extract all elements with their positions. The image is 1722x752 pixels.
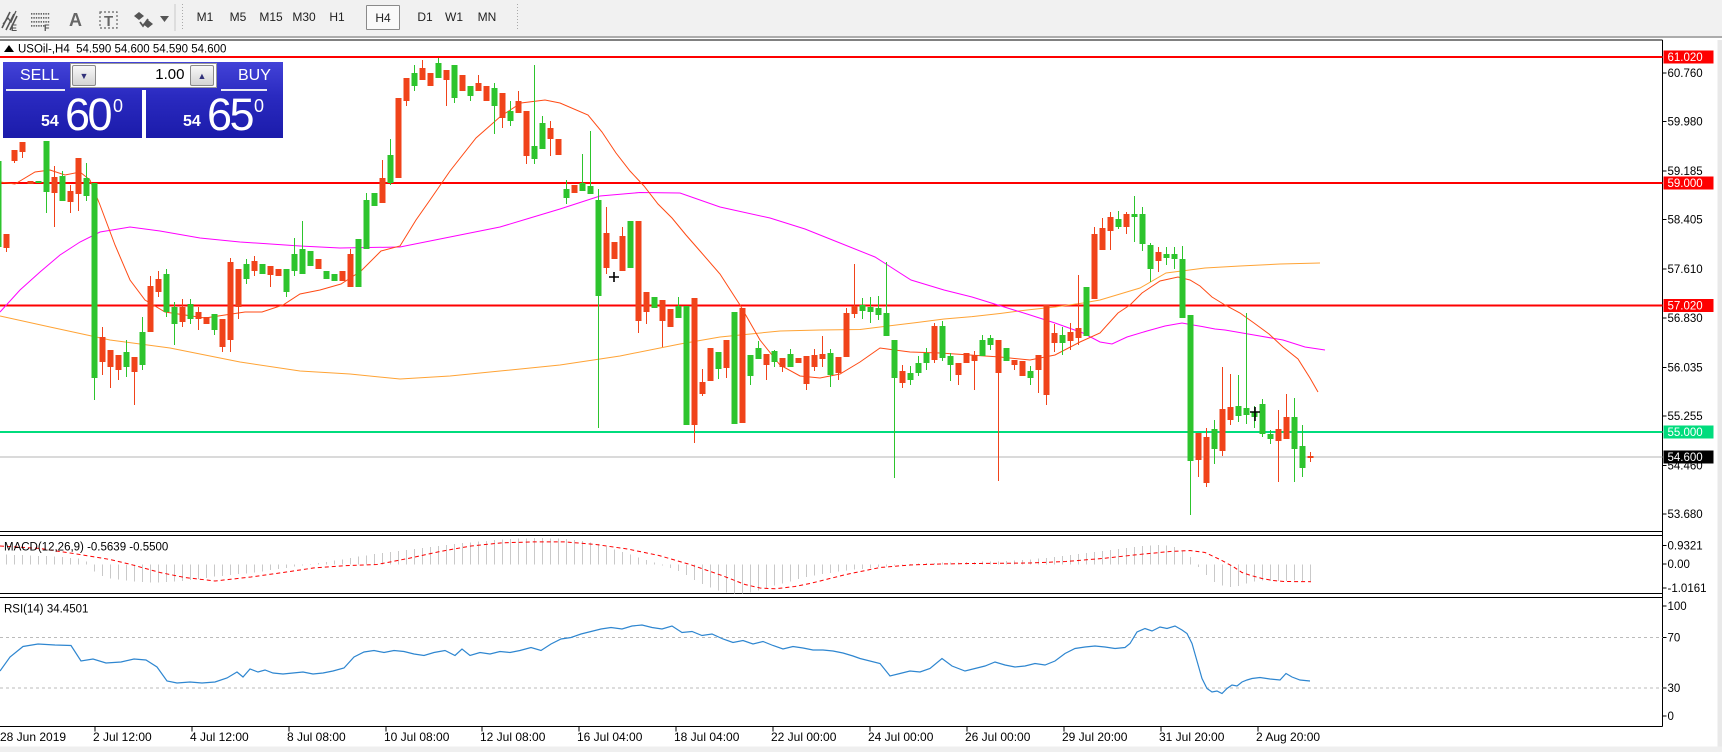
svg-text:31 Jul 20:00: 31 Jul 20:00 — [1159, 730, 1225, 744]
svg-text:26 Jul 00:00: 26 Jul 00:00 — [965, 730, 1031, 744]
svg-text:30: 30 — [1668, 683, 1681, 695]
svg-text:57.020: 57.020 — [1668, 301, 1703, 313]
svg-text:59.000: 59.000 — [1668, 178, 1703, 190]
svg-text:USOil-,H4 54.590 54.600 54.59: USOil-,H4 54.590 54.600 54.590 54.600 — [18, 44, 226, 56]
svg-text:F: F — [44, 23, 50, 33]
svg-text:55.255: 55.255 — [1668, 411, 1703, 423]
svg-text:60.760: 60.760 — [1668, 68, 1703, 80]
svg-text:T: T — [104, 13, 113, 30]
svg-text:100: 100 — [1668, 601, 1687, 613]
svg-text:22 Jul 00:00: 22 Jul 00:00 — [771, 730, 837, 744]
svg-text:16 Jul 04:00: 16 Jul 04:00 — [577, 730, 643, 744]
svg-text:2 Aug 20:00: 2 Aug 20:00 — [1256, 730, 1320, 744]
svg-text:2 Jul 12:00: 2 Jul 12:00 — [93, 730, 152, 744]
svg-text:29 Jul 20:00: 29 Jul 20:00 — [1062, 730, 1128, 744]
svg-text:58.405: 58.405 — [1668, 215, 1703, 227]
svg-text:57.610: 57.610 — [1668, 264, 1703, 276]
svg-text:4 Jul 12:00: 4 Jul 12:00 — [190, 730, 249, 744]
svg-text:18 Jul 04:00: 18 Jul 04:00 — [674, 730, 740, 744]
svg-text:53.680: 53.680 — [1668, 509, 1703, 521]
svg-text:0.00: 0.00 — [1668, 559, 1690, 571]
svg-text:-1.0161: -1.0161 — [1668, 583, 1707, 595]
svg-text:E: E — [11, 23, 17, 33]
svg-text:0.9321: 0.9321 — [1668, 541, 1703, 553]
svg-text:56.035: 56.035 — [1668, 362, 1703, 374]
svg-text:8 Jul 08:00: 8 Jul 08:00 — [287, 730, 346, 744]
svg-text:28 Jun 2019: 28 Jun 2019 — [0, 730, 66, 744]
svg-text:56.830: 56.830 — [1668, 313, 1703, 325]
svg-text:59.980: 59.980 — [1668, 117, 1703, 129]
svg-text:MACD(12,26,9) -0.5639 -0.5500: MACD(12,26,9) -0.5639 -0.5500 — [4, 542, 168, 554]
svg-text:59.185: 59.185 — [1668, 166, 1703, 178]
svg-text:A: A — [69, 10, 82, 30]
svg-text:54.600: 54.600 — [1668, 452, 1703, 464]
svg-text:24 Jul 00:00: 24 Jul 00:00 — [868, 730, 934, 744]
svg-text:RSI(14) 34.4501: RSI(14) 34.4501 — [4, 604, 88, 616]
svg-text:55.000: 55.000 — [1668, 427, 1703, 439]
svg-text:0: 0 — [1668, 711, 1674, 723]
svg-text:10 Jul 08:00: 10 Jul 08:00 — [384, 730, 450, 744]
svg-text:70: 70 — [1668, 633, 1681, 645]
svg-text:61.020: 61.020 — [1668, 52, 1703, 64]
svg-text:12 Jul 08:00: 12 Jul 08:00 — [480, 730, 546, 744]
